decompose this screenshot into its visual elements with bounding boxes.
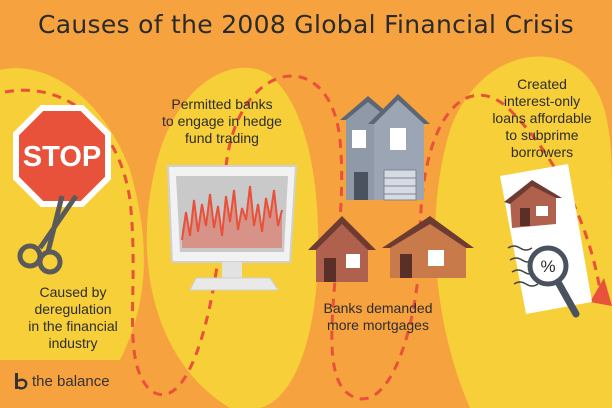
cause-caption-deregulation: Caused by deregulation in the financial … [28,284,118,351]
cause-caption-hedge-funds: Permitted banks to engage in hedge fund … [162,96,282,146]
trading-chart [181,185,283,241]
stop-sign-icon: STOP [13,105,111,207]
cause-caption-subprime: Created interest-only loans affordable t… [492,76,592,160]
dashed-path-arrowhead [590,278,612,306]
brand-logo: the balance [14,372,110,390]
document-icon [500,164,592,314]
dashed-path [4,74,602,401]
cause-caption-mortgages: Banks demanded more mortgages [323,300,433,333]
scissors-icon [17,194,79,275]
house-icon-tall [340,94,430,201]
balance-logo-icon [15,373,28,390]
magnifier-icon: % [527,245,580,318]
percent-symbol: % [540,257,555,276]
page-title: Causes of the 2008 Global Financial Cris… [38,10,574,39]
house-icon-brown-right [382,216,474,278]
brand-name: the balance [32,372,110,390]
monitor-icon [166,165,298,291]
house-icon-brown-left [308,216,376,282]
stop-sign-text: STOP [23,141,101,173]
